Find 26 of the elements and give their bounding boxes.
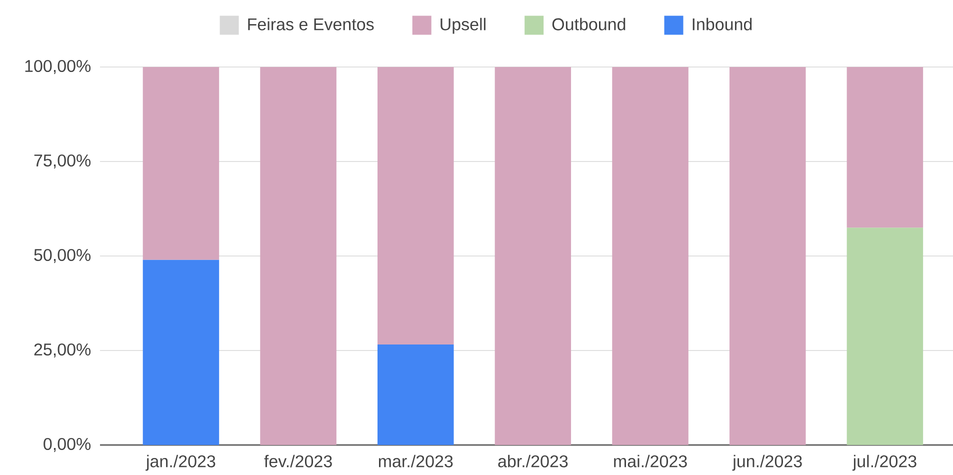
x-tick-label: jul./2023 — [852, 454, 916, 471]
x-tick-label: jan./2023 — [146, 454, 216, 471]
bar — [729, 67, 806, 445]
legend-label: Feiras e Eventos — [248, 18, 374, 30]
y-tick-label: 75,00% — [34, 154, 91, 169]
bar — [260, 67, 336, 445]
legend-label: Outbound — [552, 18, 626, 30]
x-tick-label: mar./2023 — [378, 454, 453, 468]
bar — [377, 344, 454, 445]
bar — [612, 67, 688, 445]
y-tick-label: 25,00% — [34, 343, 91, 358]
x-tick-label: jun./2023 — [732, 454, 802, 471]
x-tick-label: abr./2023 — [498, 454, 568, 468]
legend-label: Upsell — [440, 18, 486, 34]
x-tick-label: fev./2023 — [264, 454, 332, 468]
bar — [377, 67, 454, 344]
y-tick-label: 0,00% — [44, 438, 91, 452]
bar — [846, 228, 924, 445]
y-tick-label: 100,00% — [25, 60, 91, 74]
bar — [494, 67, 572, 445]
y-tick-label: 50,00% — [34, 248, 91, 264]
legend-label: Inbound — [692, 18, 752, 30]
x-tick-label: mai./2023 — [614, 454, 687, 468]
bar — [142, 260, 220, 445]
bar — [142, 67, 220, 260]
bar — [846, 67, 924, 228]
